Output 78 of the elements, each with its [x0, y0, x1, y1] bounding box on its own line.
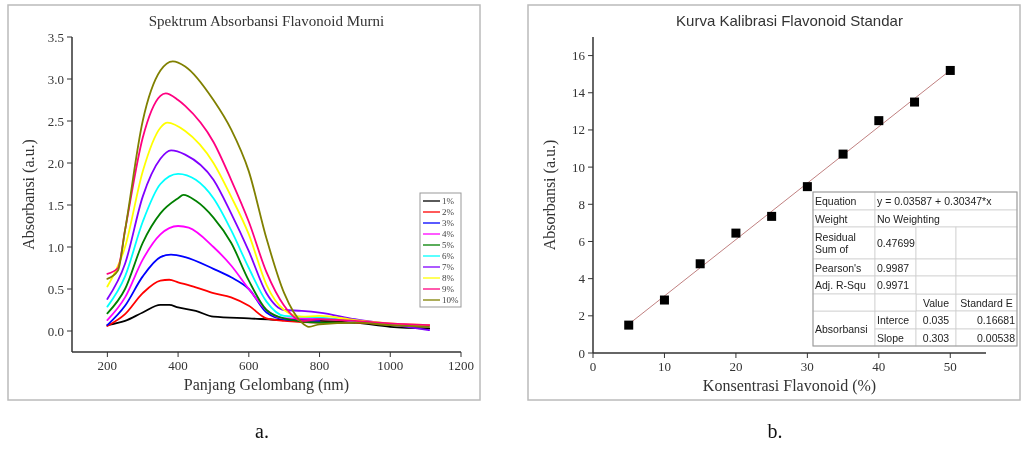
annotation: 0.16681 [977, 314, 1016, 326]
point [910, 97, 920, 107]
y-tick-label: 0.5 [47, 281, 64, 297]
line-series [106, 149, 431, 332]
legend-label: 6% [442, 251, 455, 261]
y-tick-label: 1.5 [47, 197, 64, 213]
annotation: Interce [877, 314, 910, 326]
x-tick-label: 10 [657, 359, 671, 374]
x-tick-label: 50 [943, 359, 957, 374]
chart-title: Kurva Kalibrasi Flavonoid Standar [676, 12, 903, 29]
y-tick-label: 8 [578, 196, 585, 212]
point [695, 259, 705, 269]
legend-label: 10% [442, 295, 459, 305]
y-tick-label: 12 [572, 122, 585, 138]
legend-label: 9% [442, 284, 455, 294]
annotation: 0.47699 [877, 237, 916, 249]
legend-label: 8% [442, 273, 455, 283]
point [838, 149, 848, 159]
point [767, 211, 777, 221]
point [802, 182, 812, 192]
x-tick-label: 20 [729, 359, 743, 374]
y-tick-label: 0.0 [47, 323, 64, 339]
y-tick-label: 10 [572, 159, 585, 175]
x-tick-label: 1200 [448, 358, 474, 373]
text: a. [255, 420, 269, 442]
y-tick-label: 16 [572, 48, 586, 64]
x-tick-label: 1000 [377, 358, 404, 373]
x-tick-label: 40 [872, 359, 886, 374]
annotation: Weight [815, 212, 848, 225]
y-axis-title: Absorbansi (a.u.) [541, 139, 559, 251]
annotation: Standard E [960, 296, 1013, 309]
y-axis-title: Absorbansi (a.u.) [20, 139, 38, 250]
y-tick-label: 2 [578, 308, 585, 324]
point [874, 116, 884, 126]
annotation: 0.303 [922, 331, 950, 344]
x-tick-label: 30 [800, 359, 814, 374]
legend-label: 5% [442, 240, 455, 250]
x-axis-title: Panjang Gelombang (nm) [183, 376, 350, 394]
y-tick-label: 0 [578, 345, 585, 361]
chart-title: Spektrum Absorbansi Flavonoid Murni [148, 13, 385, 29]
y-tick-label: 6 [578, 233, 586, 249]
annotation: 0.035 [922, 314, 950, 326]
y-tick-label: 2.5 [47, 113, 64, 129]
annotation: Value [922, 296, 950, 309]
legend-label: 4% [442, 229, 455, 239]
legend-label: 1% [442, 196, 455, 206]
x-tick-label: 0 [589, 359, 597, 374]
legend-label: 7% [442, 262, 455, 272]
point [731, 228, 741, 238]
annotation: 0.9971 [877, 279, 910, 291]
annotation: 0.9987 [877, 261, 910, 274]
point [945, 65, 955, 75]
annotation: y = 0.03587 + 0.30347*x [877, 195, 993, 207]
annotation: Adj. R-Squ [815, 279, 866, 291]
annotation: Residual Sum of [815, 231, 856, 255]
y-tick-label: 14 [572, 85, 586, 101]
y-tick-label: 1.0 [47, 239, 64, 255]
point [659, 295, 669, 305]
point [624, 320, 634, 330]
x-tick-label: 800 [309, 358, 330, 373]
y-tick-label: 3.0 [47, 71, 64, 87]
annotation: Pearson's [815, 261, 862, 274]
text: b. [767, 420, 783, 442]
annotation: 0.00538 [977, 331, 1016, 344]
x-tick-label: 200 [97, 358, 118, 373]
annotation: Equation [815, 195, 857, 207]
y-tick-label: 3.5 [47, 29, 64, 45]
annotation: Absorbansi [815, 322, 868, 335]
annotation: No Weighting [877, 212, 940, 225]
annotation: Slope [877, 331, 905, 344]
x-tick-label: 400 [168, 358, 188, 373]
line-series [106, 253, 321, 327]
legend-label: 3% [442, 218, 455, 228]
x-tick-label: 600 [239, 358, 259, 373]
y-tick-label: 2.0 [47, 155, 64, 171]
y-tick-label: 4 [578, 271, 586, 287]
x-axis-title: Konsentrasi Flavonoid (%) [702, 377, 877, 395]
legend-label: 2% [442, 207, 455, 217]
